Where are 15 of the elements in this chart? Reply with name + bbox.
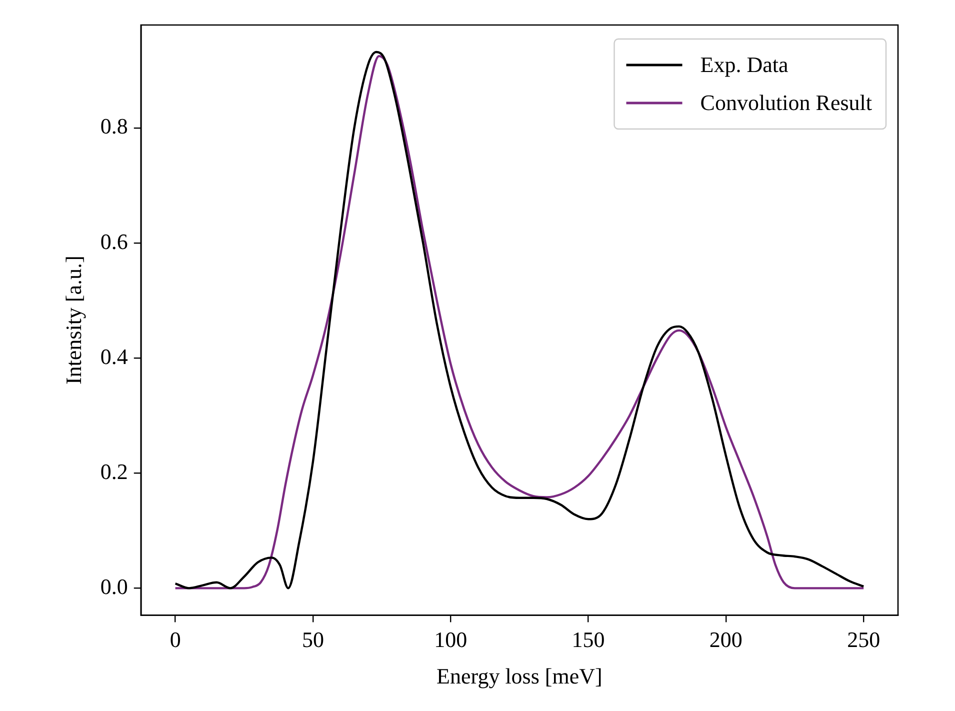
- x-tick-label: 50: [302, 627, 324, 652]
- y-tick-label: 0.0: [100, 574, 128, 599]
- x-tick-label: 100: [434, 627, 468, 652]
- x-tick-label: 250: [847, 627, 880, 652]
- y-axis-title: Intensity [a.u.]: [60, 256, 86, 385]
- x-tick-label: 150: [572, 627, 605, 652]
- x-tick-label: 200: [709, 627, 742, 652]
- y-tick-label: 0.2: [100, 458, 128, 484]
- y-tick-label: 0.4: [100, 344, 128, 369]
- x-axis-title: Energy loss [meV]: [436, 664, 602, 689]
- y-tick-label: 0.8: [100, 114, 128, 139]
- y-tick-label: 0.6: [100, 228, 128, 254]
- x-tick-label: 0: [170, 627, 181, 652]
- legend-label: Convolution Result: [700, 90, 872, 115]
- legend-label: Exp. Data: [700, 52, 788, 77]
